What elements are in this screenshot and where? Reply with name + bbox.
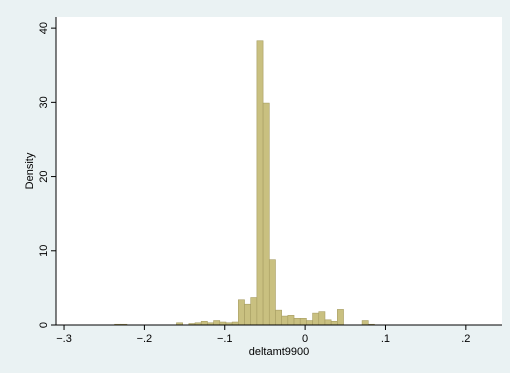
y-tick-label: 10 — [38, 245, 50, 257]
histogram-bar — [250, 297, 258, 326]
y-tick-label: 20 — [38, 170, 50, 182]
histogram-bar — [200, 320, 208, 326]
plot-background — [56, 17, 502, 325]
x-tick-label: .1 — [381, 333, 390, 345]
histogram-bar — [306, 320, 313, 326]
x-axis-title: deltamt9900 — [249, 346, 310, 358]
histogram-bar — [312, 312, 320, 326]
histogram-bar — [238, 299, 245, 326]
y-tick-label: 0 — [38, 322, 50, 328]
histogram-bar — [244, 303, 252, 326]
histogram-bar — [281, 315, 289, 326]
histogram-bar — [213, 320, 221, 326]
histogram-bar — [262, 102, 270, 326]
x-tick-label: −.2 — [137, 333, 153, 345]
x-ticks-group: −.3 −.2 −.1 0 .1 .2 — [56, 325, 470, 345]
x-tick-label: −.3 — [56, 333, 72, 345]
histogram-bar — [299, 318, 307, 326]
histogram-bar — [324, 319, 332, 326]
histogram-bar — [275, 309, 282, 326]
y-axis-title: Density — [24, 152, 36, 189]
y-ticks-group: 0 10 20 30 40 — [38, 22, 56, 328]
histogram-bar — [337, 309, 344, 326]
x-tick-label: .2 — [461, 333, 470, 345]
x-tick-label: −.1 — [217, 333, 233, 345]
histogram-bar — [256, 40, 264, 326]
y-tick-label: 40 — [38, 22, 50, 34]
histogram-bar — [361, 320, 369, 326]
histogram-bar — [293, 318, 301, 326]
y-tick-label: 30 — [38, 96, 50, 108]
x-tick-label: 0 — [302, 333, 308, 345]
bars-group — [114, 40, 375, 326]
histogram-bar — [318, 311, 326, 326]
histogram-bar — [330, 320, 338, 326]
histogram-bar — [287, 315, 295, 326]
histogram-bar — [268, 259, 276, 326]
